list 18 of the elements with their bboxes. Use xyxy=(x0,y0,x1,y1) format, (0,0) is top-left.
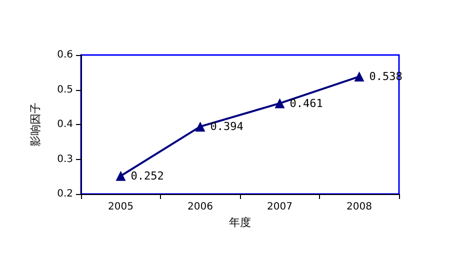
x-tick-label: 2008 xyxy=(346,202,372,212)
point xyxy=(274,98,285,108)
x-tick-label: 2006 xyxy=(188,202,213,212)
point xyxy=(195,122,206,132)
y-tick-label: 0.6 xyxy=(57,50,73,60)
x-tick-label: 2007 xyxy=(267,202,292,212)
data-label: 0.252 xyxy=(130,169,164,182)
x-axis-title: 年度 xyxy=(229,216,251,229)
point xyxy=(116,170,126,181)
point xyxy=(354,72,364,82)
data-label: 0.461 xyxy=(290,96,323,110)
y-tick-label: 0.5 xyxy=(57,84,73,96)
y-tick-label: 0.2 xyxy=(57,188,73,200)
y-axis-title: 影响因子 xyxy=(29,102,42,146)
data-label: 0.394 xyxy=(210,120,244,134)
y-tick-label: 0.3 xyxy=(57,154,73,165)
x-tick-label: 2005 xyxy=(108,202,134,212)
y-tick-label: 0.4 xyxy=(57,119,73,130)
